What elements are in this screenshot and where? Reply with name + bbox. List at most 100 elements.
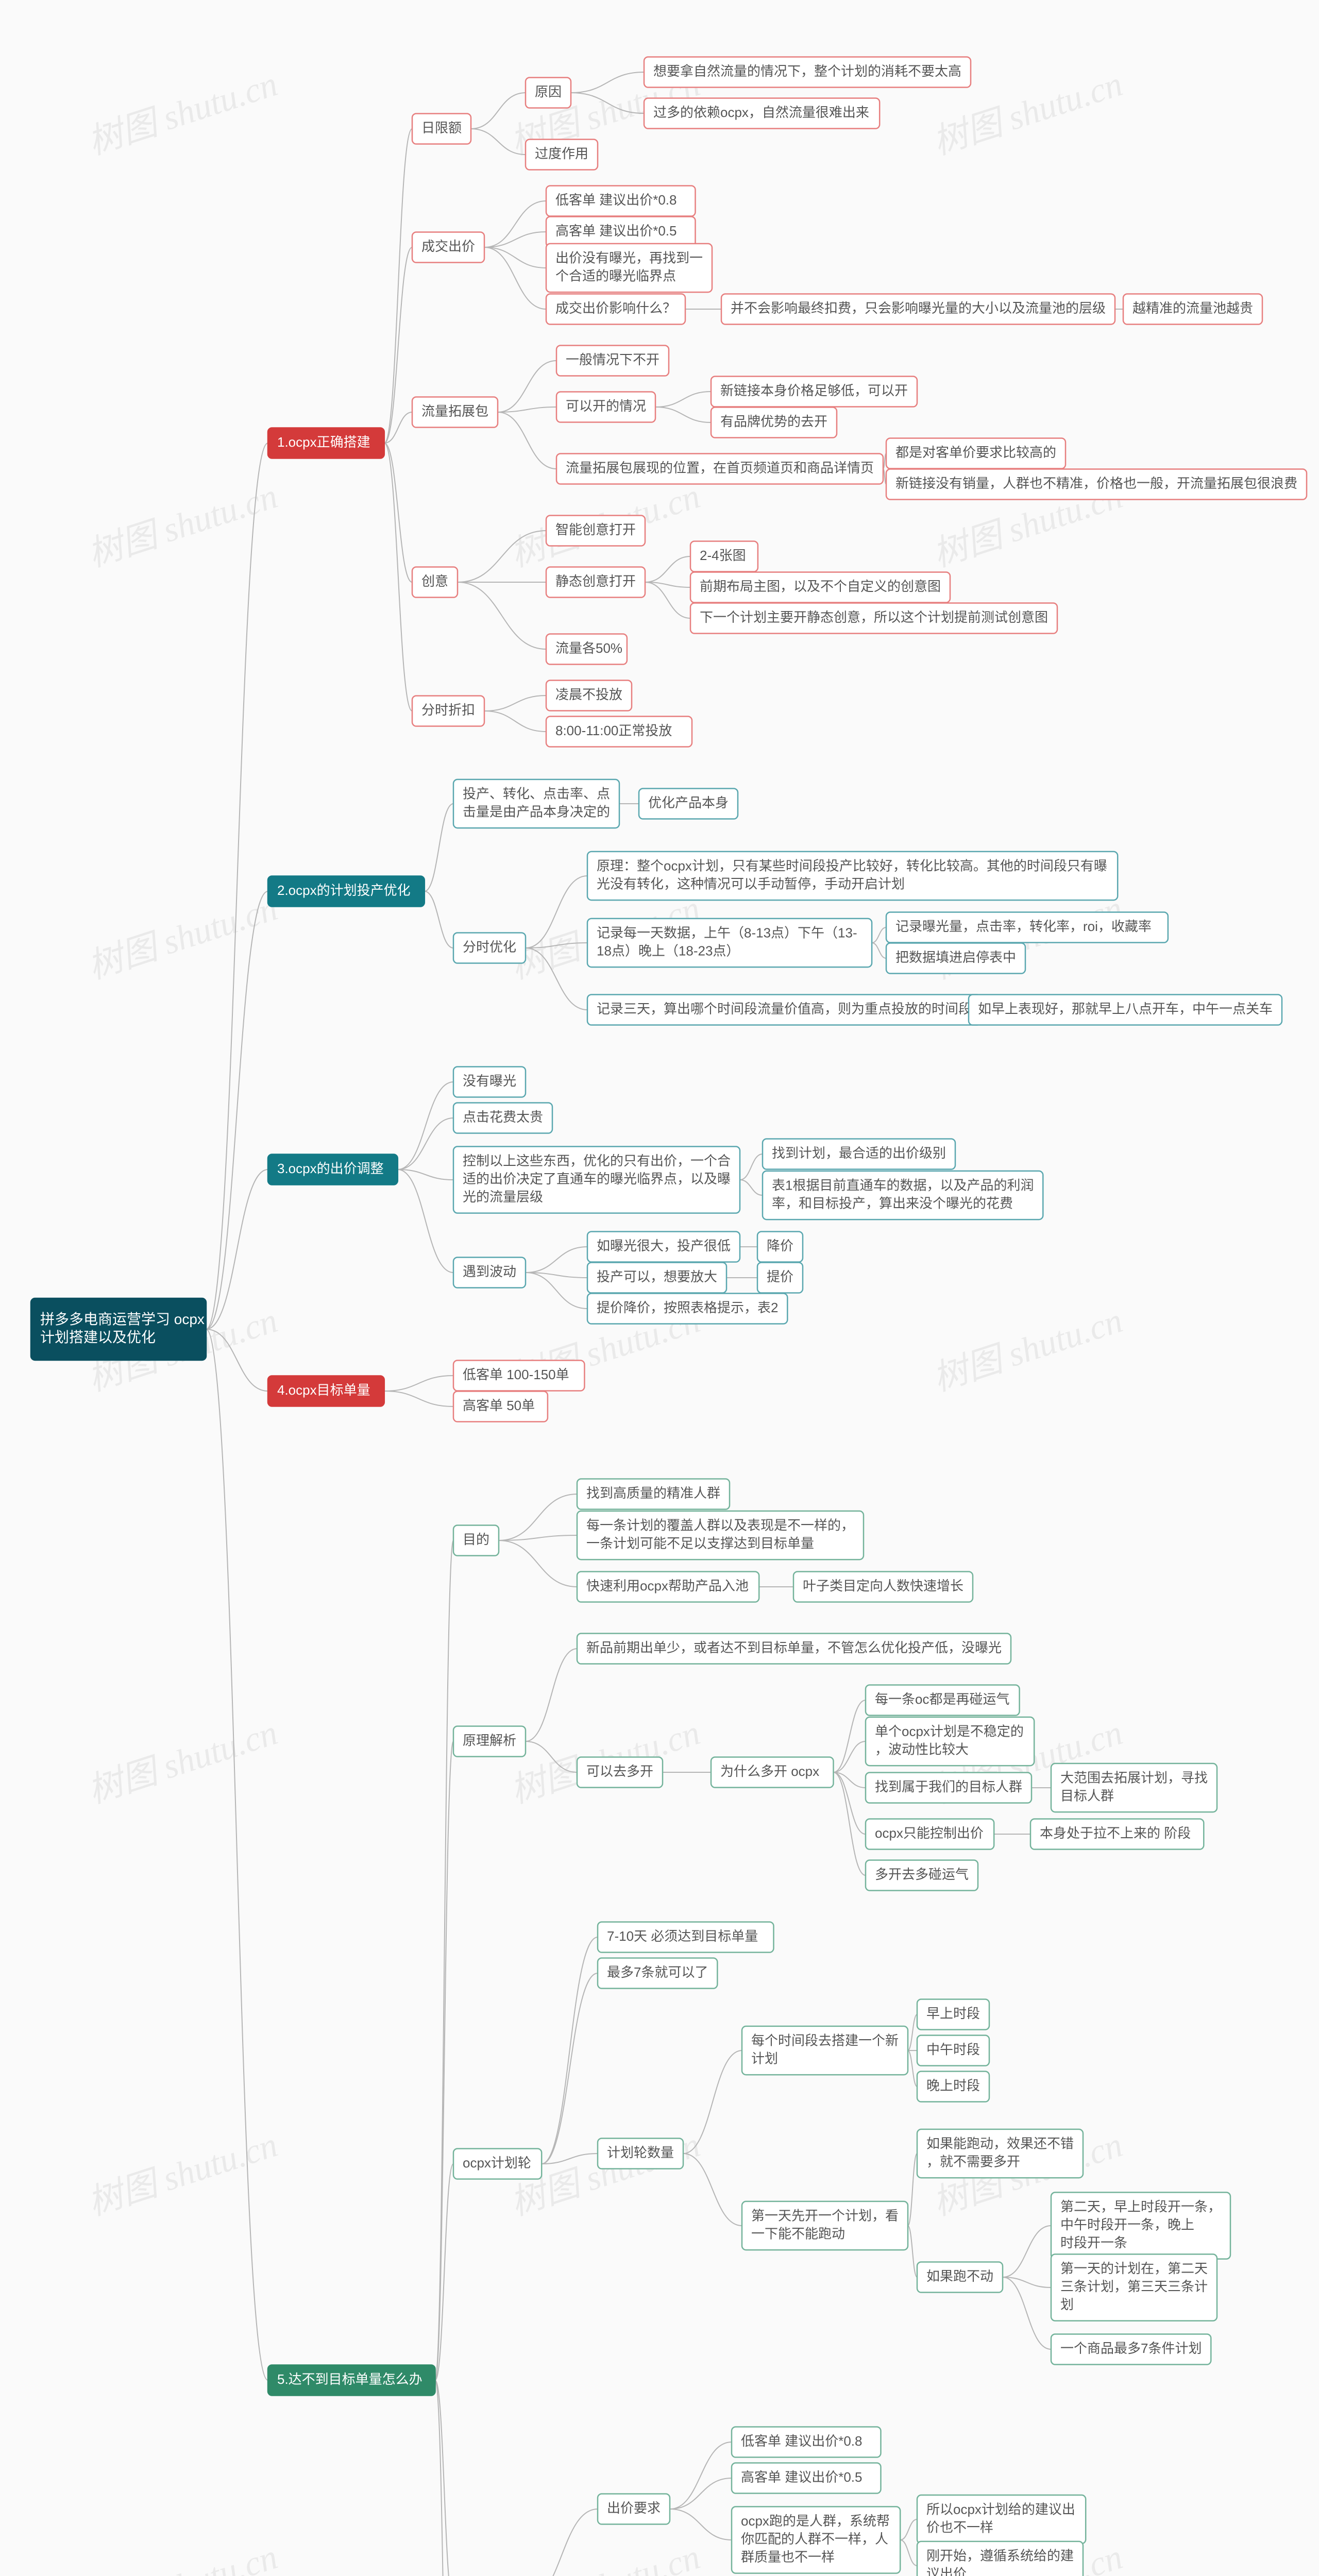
- mindmap-node[interactable]: 降价: [757, 1231, 803, 1262]
- connector: [1003, 2277, 1051, 2287]
- mindmap-node[interactable]: 流量各50%: [546, 634, 627, 664]
- mindmap-node[interactable]: 成交出价影响什么？: [546, 294, 685, 324]
- mindmap-node[interactable]: 有品牌优势的去开: [711, 407, 837, 437]
- mindmap-node[interactable]: 第一天的计划在，第二天三条计划，第三天三条计划: [1051, 2254, 1217, 2320]
- mindmap-node[interactable]: 如果跑不动: [917, 2262, 1003, 2292]
- mindmap-node[interactable]: 出价没有曝光，再找到一个合适的曝光临界点: [546, 244, 712, 292]
- mindmap-node[interactable]: 越精准的流量池越贵: [1123, 294, 1262, 324]
- mindmap-node[interactable]: 中午时段: [917, 2035, 989, 2065]
- mindmap-node[interactable]: 都是对客单价要求比较高的: [886, 438, 1066, 468]
- mindmap-node[interactable]: 原理：整个ocpx计划，只有某些时间段投产比较好，转化比较高。其他的时间段只有曝…: [587, 852, 1118, 900]
- mindmap-node[interactable]: 如早上表现好，那就早上八点开车，中午一点关车: [969, 994, 1282, 1025]
- mindmap-node[interactable]: 新链接本身价格足够低，可以开: [711, 376, 917, 406]
- mindmap-node[interactable]: 每一条oc都是再碰运气: [866, 1685, 1020, 1715]
- mindmap-node[interactable]: 过多的依赖ocpx，自然流量很难出来: [644, 98, 880, 128]
- mindmap-node[interactable]: 把数据填进启停表中: [886, 943, 1025, 973]
- mindmap-node[interactable]: 一般情况下不开: [556, 345, 669, 376]
- mindmap-node[interactable]: 投产可以，想要放大: [587, 1262, 726, 1293]
- mindmap-node[interactable]: 计划轮数量: [598, 2138, 683, 2168]
- mindmap-node[interactable]: 高客单 建议出价*0.5: [732, 2463, 881, 2493]
- mindmap-node[interactable]: 找到属于我们的目标人群: [866, 1772, 1031, 1803]
- mindmap-node[interactable]: 找到高质量的精准人群: [577, 1479, 730, 1509]
- mindmap-node[interactable]: 原因: [526, 77, 571, 108]
- mindmap-node[interactable]: 没有曝光: [453, 1066, 526, 1097]
- mindmap-node[interactable]: 流量拓展包展现的位置，在首页频道页和商品详情页: [556, 453, 883, 484]
- mindmap-node[interactable]: ocpx只能控制出价: [866, 1819, 994, 1849]
- mindmap-node[interactable]: 5.达不到目标单量怎么办: [268, 2365, 435, 2395]
- mindmap-node[interactable]: 新品前期出单少，或者达不到目标单量，不管怎么优化投产低，没曝光: [577, 1633, 1011, 1664]
- mindmap-node[interactable]: 分时折扣: [412, 696, 484, 726]
- mindmap-node[interactable]: 第二天，早上时段开一条，中午时段开一条，晚上时段开一条: [1051, 2192, 1230, 2259]
- mindmap-node[interactable]: 早上时段: [917, 1999, 989, 2029]
- mindmap-node[interactable]: 遇到波动: [453, 1257, 526, 1287]
- mindmap-node[interactable]: 每个时间段去搭建一个新计划: [742, 2026, 908, 2075]
- mindmap-node[interactable]: 所以ocpx计划给的建议出价也不一样: [917, 2495, 1086, 2544]
- mindmap-node[interactable]: 想要拿自然流量的情况下，整个计划的消耗不要太高: [644, 57, 971, 87]
- mindmap-node[interactable]: 日限额: [412, 113, 471, 144]
- mindmap-node[interactable]: 记录曝光量，点击率，转化率，roi，收藏率: [886, 912, 1168, 942]
- mindmap-node[interactable]: 原理解析: [453, 1726, 526, 1756]
- mindmap-node[interactable]: 静态创意打开: [546, 567, 645, 597]
- mindmap-node[interactable]: 如果能跑动，效果还不错，就不需要多开: [917, 2129, 1083, 2178]
- mindmap-node[interactable]: 第一天先开一个计划，看一下能不能跑动: [742, 2201, 908, 2250]
- mindmap-node[interactable]: 最多7条就可以了: [598, 1958, 717, 1988]
- mindmap-node[interactable]: 高客单 建议出价*0.5: [546, 216, 696, 247]
- root-node[interactable]: 拼多多电商运营学习 ocpx计划搭建以及优化: [31, 1298, 206, 1360]
- mindmap-node[interactable]: 智能创意打开: [546, 515, 645, 546]
- mindmap-node[interactable]: 点击花费太贵: [453, 1103, 552, 1133]
- node-label: 流量各50%: [555, 640, 622, 656]
- mindmap-node[interactable]: 创意: [412, 567, 458, 597]
- mindmap-node[interactable]: 提价: [757, 1262, 803, 1293]
- mindmap-node[interactable]: 本身处于拉不上来的 阶段: [1030, 1819, 1204, 1849]
- mindmap-node[interactable]: 低客单 建议出价*0.8: [732, 2427, 881, 2457]
- mindmap-node[interactable]: 多开去多碰运气: [866, 1860, 978, 1890]
- mindmap-node[interactable]: 快速利用ocpx帮助产品入池: [577, 1571, 759, 1602]
- mindmap-node[interactable]: 找到计划，最合适的出价级别: [763, 1139, 955, 1169]
- mindmap-node[interactable]: 控制以上这些东西，优化的只有出价，一个合适的出价决定了直通车的曝光临界点，以及曝…: [453, 1146, 740, 1213]
- mindmap-node[interactable]: 2-4张图: [690, 541, 758, 571]
- mindmap-node[interactable]: 8:00-11:00正常投放: [546, 716, 692, 747]
- mindmap-node[interactable]: 过度作用: [526, 139, 598, 170]
- mindmap-node[interactable]: 每一条计划的覆盖人群以及表现是不一样的，一条计划可能不足以支撑达到目标单量: [577, 1511, 864, 1560]
- mindmap-node[interactable]: 目的: [453, 1525, 499, 1555]
- mindmap-node[interactable]: 表1根据目前直通车的数据，以及产品的利润率，和目标投产，算出来没个曝光的花费: [763, 1171, 1043, 1219]
- node-label: 原理：整个ocpx计划，只有某些时间段投产比较好，转化比较高。其他的时间段只有曝: [597, 858, 1107, 873]
- node-label: 创意: [421, 573, 448, 589]
- connector: [1003, 2277, 1051, 2349]
- mindmap-node[interactable]: 成交出价: [412, 232, 484, 262]
- mindmap-node[interactable]: 7-10天 必须达到目标单量: [598, 1922, 774, 1952]
- mindmap-node[interactable]: 为什么多开 ocpx: [711, 1757, 834, 1787]
- mindmap-node[interactable]: 大范围去拓展计划，寻找目标人群: [1051, 1764, 1217, 1812]
- mindmap-node[interactable]: 分时优化: [453, 933, 526, 963]
- node-label: 群质量也不一样: [741, 2549, 835, 2565]
- mindmap-node[interactable]: 可以开的情况: [556, 392, 655, 422]
- mindmap-node[interactable]: 出价要求: [598, 2494, 670, 2524]
- mindmap-node[interactable]: 4.ocpx目标单量: [268, 1376, 384, 1406]
- mindmap-node[interactable]: 叶子类目定向人数快速增长: [793, 1571, 973, 1602]
- mindmap-node[interactable]: 低客单 100-150单: [453, 1360, 584, 1391]
- mindmap-node[interactable]: 记录三天，算出哪个时间段流量价值高，则为重点投放的时间段: [587, 994, 981, 1025]
- mindmap-node[interactable]: 低客单 建议出价*0.8: [546, 185, 696, 216]
- mindmap-node[interactable]: 可以去多开: [577, 1757, 663, 1787]
- mindmap-node[interactable]: 记录每一天数据，上午（8-13点）下午（13-18点）晚上（18-23点）: [587, 919, 872, 967]
- mindmap-node[interactable]: ocpx计划轮: [453, 2148, 542, 2179]
- mindmap-node[interactable]: 并不会影响最终扣费，只会影响曝光量的大小以及流量池的层级: [721, 294, 1115, 324]
- mindmap-node[interactable]: 高客单 50单: [453, 1391, 548, 1421]
- mindmap-node[interactable]: 1.ocpx正确搭建: [268, 428, 384, 458]
- mindmap-node[interactable]: 凌晨不投放: [546, 680, 632, 710]
- mindmap-node[interactable]: 晚上时段: [917, 2071, 989, 2102]
- mindmap-node[interactable]: 2.ocpx的计划投产优化: [268, 876, 425, 906]
- mindmap-node[interactable]: ocpx跑的是人群，系统帮你匹配的人群不一样，人群质量也不一样: [732, 2506, 900, 2573]
- mindmap-node[interactable]: 前期布局主图，以及不个自定义的创意图: [690, 572, 950, 602]
- mindmap-node[interactable]: 刚开始，遵循系统给的建议出价: [917, 2541, 1083, 2576]
- mindmap-node[interactable]: 优化产品本身: [639, 788, 738, 819]
- mindmap-node[interactable]: 流量拓展包: [412, 397, 498, 427]
- mindmap-node[interactable]: 3.ocpx的出价调整: [268, 1154, 398, 1184]
- mindmap-node[interactable]: 一个商品最多7条件计划: [1051, 2334, 1211, 2364]
- mindmap-node[interactable]: 如曝光很大，投产很低: [587, 1231, 740, 1262]
- mindmap-node[interactable]: 下一个计划主要开静态创意，所以这个计划提前测试创意图: [690, 603, 1057, 633]
- mindmap-node[interactable]: 新链接没有销量，人群也不精准，价格也一般，开流量拓展包很浪费: [886, 469, 1307, 499]
- mindmap-node[interactable]: 提价降价，按照表格提示，表2: [587, 1293, 787, 1324]
- mindmap-node[interactable]: 投产、转化、点击率、点击量是由产品本身决定的: [453, 779, 619, 828]
- mindmap-node[interactable]: 单个ocpx计划是不稳定的，波动性比较大: [866, 1717, 1034, 1766]
